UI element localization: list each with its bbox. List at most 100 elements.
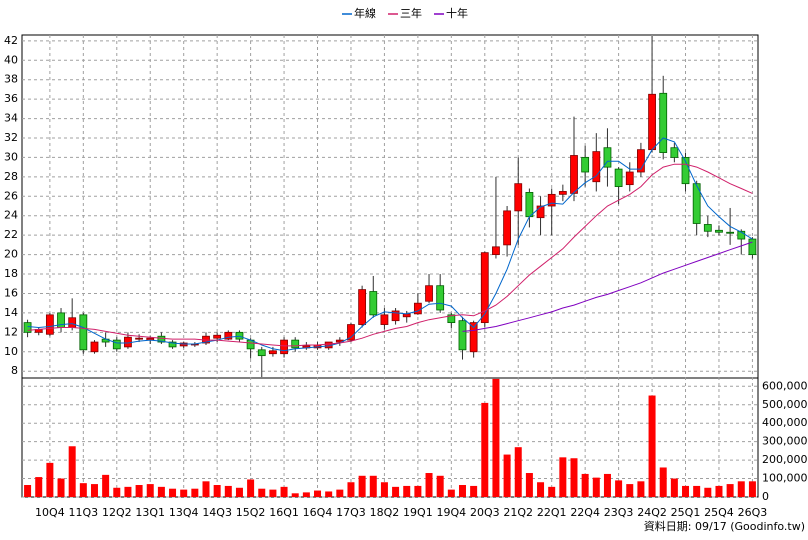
- volume-bar: [748, 481, 756, 497]
- candle-body: [715, 229, 723, 233]
- volume-bar: [548, 486, 556, 497]
- candle-body: [447, 314, 456, 324]
- candle-body: [257, 349, 266, 357]
- candle-body: [369, 291, 378, 316]
- x-tick-label: 26Q3: [738, 506, 768, 519]
- y2-tick-label: 400,000: [762, 416, 808, 429]
- candle-body: [380, 314, 389, 325]
- volume-bar: [157, 486, 165, 497]
- y-tick-label: 28: [4, 170, 18, 183]
- candle-body: [581, 157, 590, 173]
- y-tick-label: 42: [4, 34, 18, 47]
- volume-bar: [68, 446, 76, 497]
- x-tick-label: 25Q4: [704, 506, 734, 519]
- ma-line: [27, 137, 753, 352]
- x-tick-label: 14Q3: [202, 506, 232, 519]
- candle-body: [413, 302, 422, 315]
- candle-body: [681, 157, 690, 185]
- candle-body: [503, 210, 511, 246]
- y-tick-label: 16: [4, 286, 18, 299]
- x-tick-label: 15Q2: [236, 506, 266, 519]
- candle-body: [737, 230, 746, 240]
- volume-bar: [704, 487, 712, 497]
- volume-bar: [347, 482, 355, 497]
- volume-bar: [124, 486, 132, 497]
- volume-bar: [369, 475, 377, 497]
- volume-bar: [24, 485, 32, 497]
- volume-bar: [280, 486, 288, 497]
- candle-body: [637, 149, 645, 173]
- candle-body: [45, 314, 54, 335]
- candle-body: [726, 231, 735, 234]
- volume-bar: [525, 473, 533, 497]
- y-tick-label: 24: [4, 209, 18, 222]
- candle-body: [90, 341, 99, 353]
- x-tick-label: 24Q2: [637, 506, 667, 519]
- candle-body: [614, 168, 623, 187]
- candle-body: [592, 151, 601, 183]
- volume-bar: [470, 485, 478, 497]
- candle-body: [347, 324, 355, 341]
- volume-bar: [615, 480, 623, 497]
- volume-bar: [90, 484, 98, 497]
- volume-bar: [392, 486, 400, 497]
- candle-body: [124, 336, 132, 348]
- candle-body: [692, 183, 701, 224]
- y2-tick-label: 500,000: [762, 398, 808, 411]
- y2-tick-label: 300,000: [762, 435, 808, 448]
- volume-bar: [146, 484, 154, 497]
- x-tick-label: 22Q1: [537, 506, 567, 519]
- volume-bar: [258, 488, 266, 497]
- source-note: 資料日期: 09/17 (Goodinfo.tw): [644, 519, 805, 533]
- y-tick-label: 26: [4, 189, 18, 202]
- volume-bar: [726, 484, 734, 497]
- x-tick-label: 13Q1: [135, 506, 165, 519]
- x-tick-label: 20Q3: [470, 506, 500, 519]
- candle-body: [269, 350, 277, 355]
- candle-body: [558, 191, 567, 195]
- x-tick-label: 18Q2: [370, 506, 400, 519]
- candle-body: [648, 93, 656, 151]
- candle-body: [659, 92, 668, 153]
- volume-bar: [380, 482, 388, 497]
- volume-bar: [436, 475, 444, 497]
- volume-bar: [403, 485, 411, 497]
- legend-label: 三年: [400, 6, 422, 20]
- candle-body: [480, 252, 489, 324]
- y2-tick-label: 600,000: [762, 379, 808, 392]
- y-tick-label: 38: [4, 73, 18, 86]
- x-tick-label: 16Q1: [269, 506, 299, 519]
- volume-bar: [325, 491, 333, 497]
- candle-body: [391, 310, 400, 322]
- volume-bar: [269, 489, 277, 497]
- candle-body: [358, 289, 367, 325]
- x-tick-label: 25Q1: [671, 506, 701, 519]
- x-tick-label: 21Q2: [503, 506, 533, 519]
- x-tick-label: 23Q3: [604, 506, 634, 519]
- y-tick-label: 12: [4, 325, 18, 338]
- legend-label: 年線: [354, 6, 376, 20]
- volume-bar: [169, 488, 177, 497]
- y-tick-label: 40: [4, 53, 18, 66]
- y-tick-label: 34: [4, 112, 18, 125]
- volume-bar: [79, 483, 87, 497]
- volume-bar: [637, 481, 645, 497]
- y-tick-label: 22: [4, 228, 18, 241]
- y-tick-label: 30: [4, 150, 18, 163]
- x-tick-label: 12Q2: [102, 506, 132, 519]
- volume-bar: [514, 447, 522, 497]
- volume-bar: [224, 485, 232, 497]
- volume-bar: [737, 481, 745, 497]
- candle-body: [492, 246, 500, 255]
- x-tick-label: 19Q1: [403, 506, 433, 519]
- volume-bar: [682, 485, 690, 497]
- y-tick-label: 10: [4, 345, 18, 358]
- volume-bar: [135, 485, 143, 497]
- candle-body: [748, 238, 757, 255]
- x-tick-label: 16Q4: [303, 506, 333, 519]
- volume-bar: [414, 485, 422, 497]
- candle-body: [23, 322, 32, 333]
- y2-tick-label: 100,000: [762, 472, 808, 485]
- volume-bar: [603, 473, 611, 497]
